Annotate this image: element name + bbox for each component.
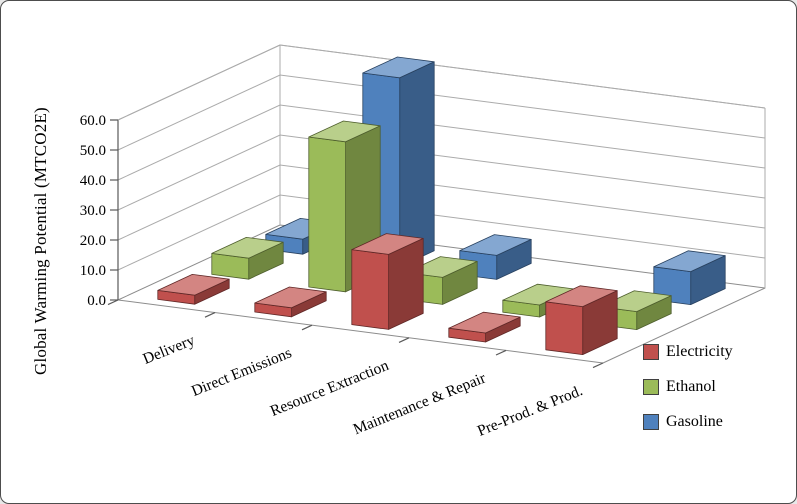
legend-label: Electricity [666,343,733,360]
bar-ethanol-2-top [308,120,381,143]
x-tick [592,362,604,369]
x-tick [204,312,216,318]
bar-gasoline-3-top [459,234,532,256]
ethanol-swatch-icon [643,379,659,395]
bar-electricity-2-top [254,286,327,309]
bar-electricity-5-top [545,285,618,308]
bar-gasoline-2-top [362,56,435,79]
bar-electricity-4-top [448,311,521,334]
gridline [117,44,766,121]
y-tick-label: 50.0 [80,143,106,159]
category-label: Pre-Prod. & Prod. [475,382,585,440]
gridline [117,74,766,151]
legend-label: Gasoline [666,413,723,430]
category-label: Resource Extraction [268,357,392,420]
electricity-swatch-icon [643,344,659,360]
x-tick [398,337,410,343]
legend: Electricity Ethanol Gasoline [643,343,733,431]
bar-electricity-5-front [545,301,584,356]
bar-gasoline-5-top [653,250,726,273]
y-tick-label: 40.0 [80,173,106,189]
y-tick-label: 0.0 [87,293,106,309]
category-label: Direct Emissions [189,344,294,400]
bar-ethanol-3-top [405,256,478,278]
back-wall-top-edge [279,44,766,109]
y-tick-label: 60.0 [80,113,106,129]
gasoline-swatch-icon [643,414,659,430]
bar-electricity-3-front [351,249,390,330]
legend-item-electricity: Electricity [643,343,733,361]
legend-item-gasoline: Gasoline [643,413,733,431]
y-tick-label: 30.0 [80,203,106,219]
bar-ethanol-1-top [211,236,284,259]
gridline [117,164,766,241]
y-tick-label: 20.0 [80,233,106,249]
legend-label: Ethanol [666,378,716,395]
y-axis-title: Global Warming Potential (MTCO2E) [31,107,50,375]
x-tick [107,299,119,306]
legend-item-ethanol: Ethanol [643,378,733,396]
bar-electricity-3-top [351,233,424,255]
category-label: Delivery [141,332,198,368]
bar-electricity-1-top [157,273,230,296]
bar-ethanol-2-front [308,136,347,293]
y-tick-label: 10.0 [80,263,106,279]
gridline [117,104,766,181]
bar-ethanol-5-top [599,290,672,313]
left-wall-top-edge [117,44,281,121]
x-tick [495,349,507,356]
x-tick [301,324,313,331]
gridline [117,134,766,211]
